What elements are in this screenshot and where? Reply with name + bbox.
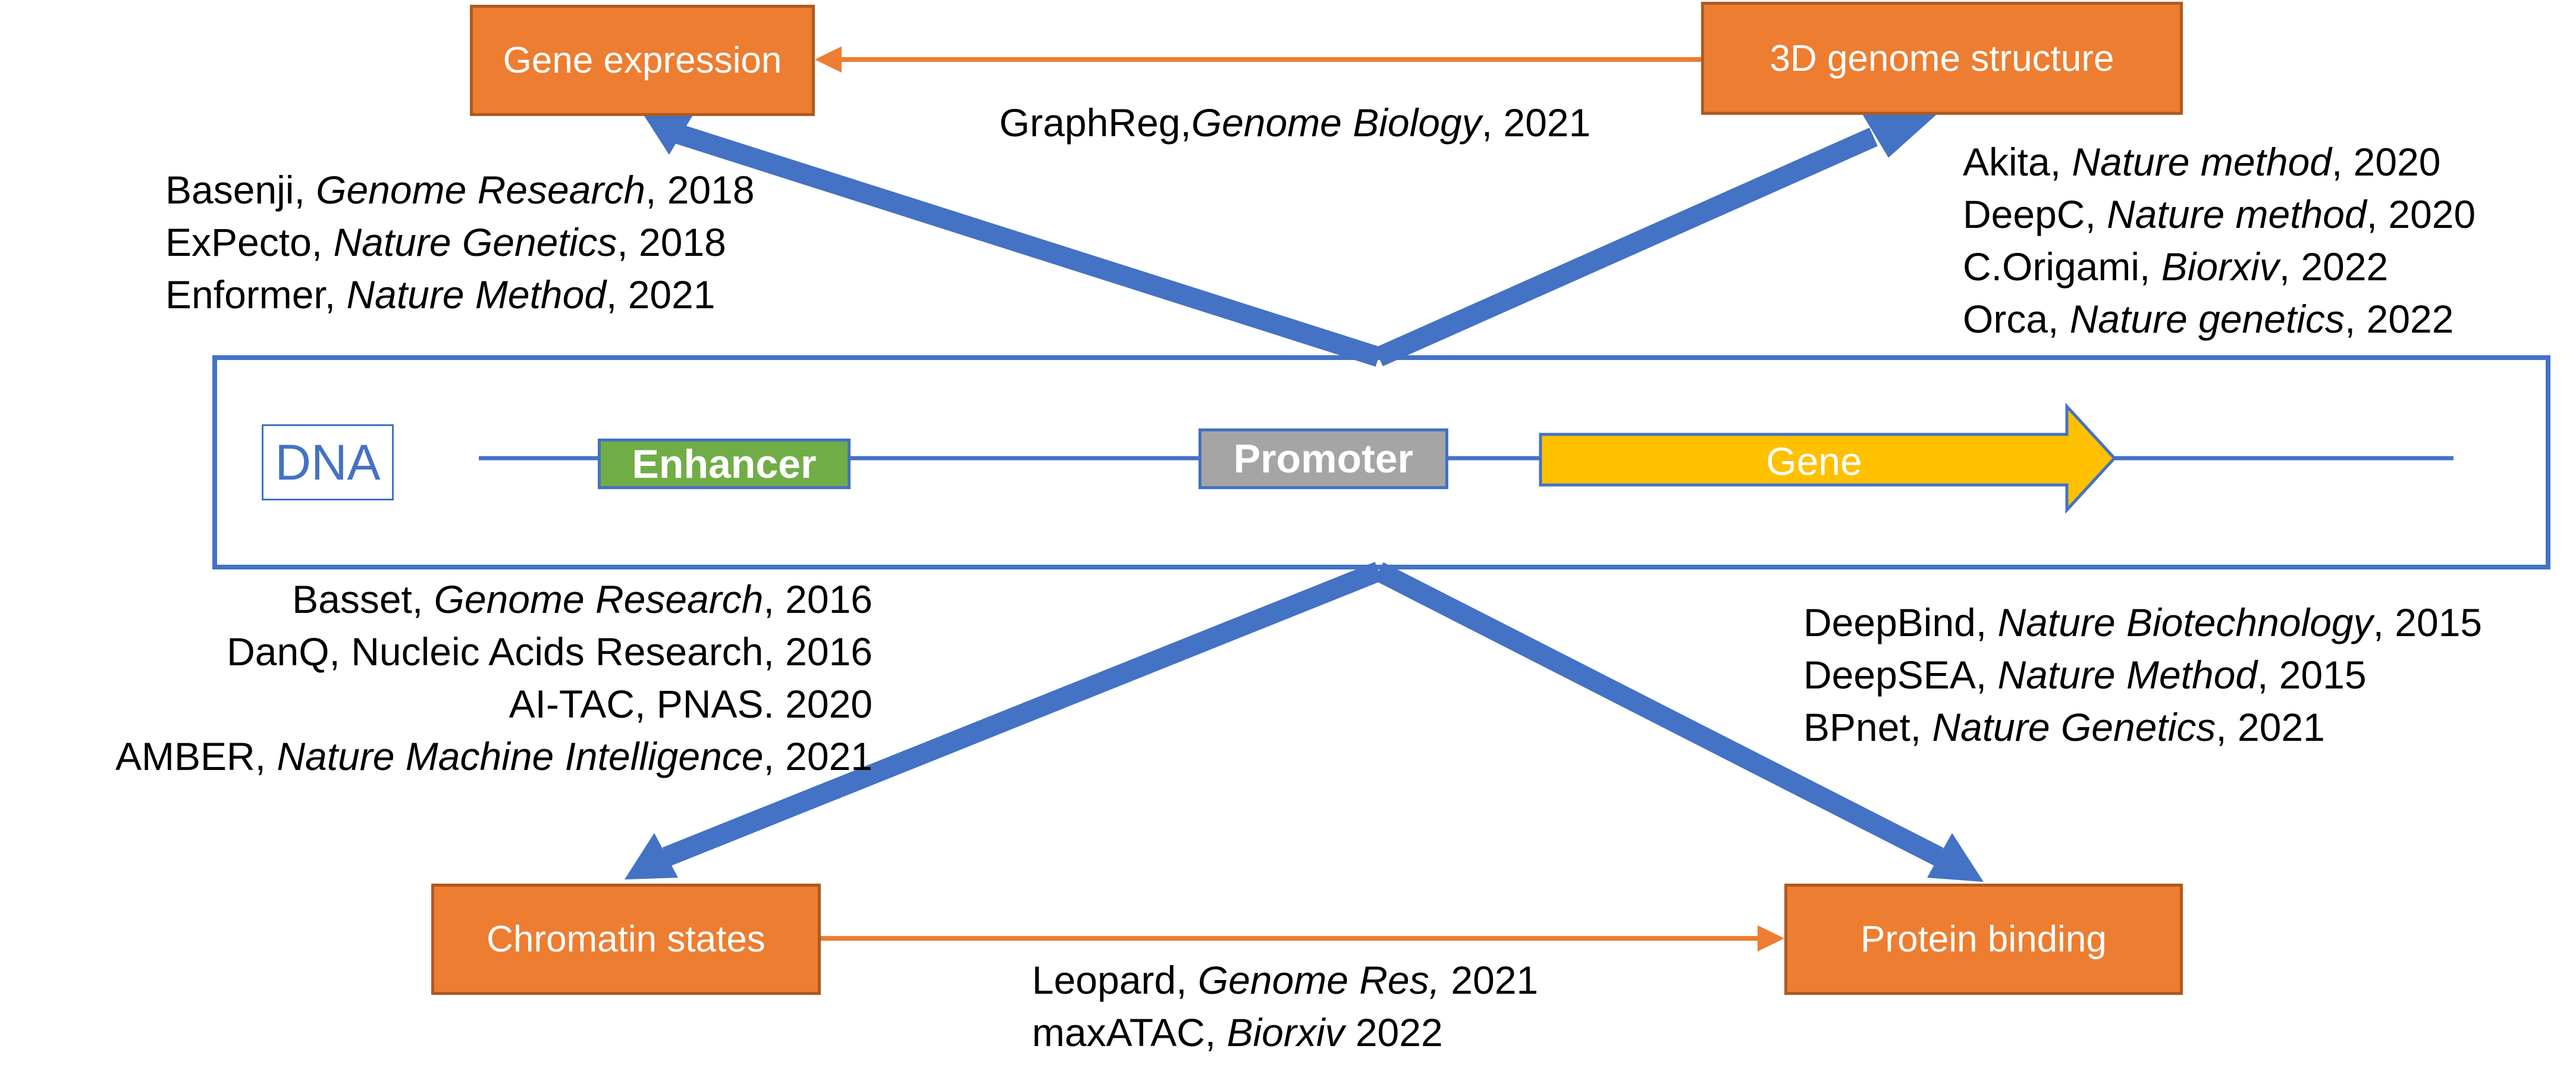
reference-line: C.Origami, Biorxiv, 2022 [1963,240,2475,293]
reference-line: GraphReg,Genome Biology, 2021 [999,96,1590,149]
arrow-to-protein [1374,562,1944,866]
dna-label: DNA [262,424,394,500]
reference-journal: Nature Machine Intelligence [277,734,764,778]
refs-graphreg: GraphReg,Genome Biology, 2021 [999,96,1590,149]
arrow-to-chromatin [662,562,1383,866]
reference-year: , 2020 [2331,140,2441,184]
reference-line: Enformer, Nature Method, 2021 [165,268,755,321]
reference-year: , 2021 [763,734,873,778]
arrow-head-3d-genome [1862,111,1940,158]
3d-genome-box: 3D genome structure [1701,2,2183,115]
reference-line: ExPecto, Nature Genetics, 2018 [165,216,755,268]
reference-model: BPnet, [1803,705,1932,749]
refs-gene-expression: Basenji, Genome Research, 2018 ExPecto, N… [165,164,755,321]
reference-journal: Biorxiv [1226,1010,1345,1054]
reference-line: Akita, Nature method, 2020 [1963,136,2475,188]
reference-journal: Nature Biotechnology [1997,600,2373,644]
reference-model: GraphReg, [999,101,1191,145]
arrow-head-3d-to-expression [815,46,842,73]
refs-chromatin: Basset, Genome Research, 2016 DanQ, Nucle… [27,573,873,782]
reference-model: ExPecto, [165,220,334,264]
reference-model: Basenji, [165,168,316,212]
reference-journal: Nature genetics [2069,297,2345,341]
dna-frame [212,355,2550,569]
reference-model: AMBER, [115,734,277,778]
reference-model: maxATAC, [1032,1010,1227,1054]
reference-line: DeepSEA, Nature Method, 2015 [1803,649,2482,701]
reference-year: , 2022 [2279,245,2389,289]
reference-model: Akita, [1963,140,2072,184]
reference-line: Orca, Nature genetics, 2022 [1963,293,2475,345]
reference-model: DeepSEA, [1803,653,1998,697]
reference-line: maxATAC, Biorxiv 2022 [1032,1006,1538,1059]
reference-year: , 2021 [606,273,716,317]
arrow-to-3d-genome [1375,127,1878,367]
reference-model: Orca, [1963,297,2070,341]
reference-line: Basset, Genome Research, 2016 [27,573,873,625]
refs-leopard: Leopard, Genome Res, 2021 maxATAC, Biorxi… [1032,954,1538,1059]
chromatin-states-box: Chromatin states [431,884,821,995]
reference-model: Basset, [292,577,434,621]
promoter-block: Promoter [1198,428,1448,489]
arrow-head-chromatin-to-protein [1758,925,1784,951]
reference-line: Leopard, Genome Res, 2021 [1032,954,1538,1006]
reference-model: Enformer, [165,273,347,317]
gene-label: Gene [1766,439,1862,483]
reference-line: DeepBind, Nature Biotechnology, 2015 [1803,596,2482,649]
reference-year: , 2021 [2216,705,2325,749]
reference-journal: Genome Research [434,577,764,621]
reference-year: , 2018 [617,220,726,264]
reference-journal: Nature method [2107,192,2367,236]
reference-line: Basenji, Genome Research, 2018 [165,164,755,216]
reference-year: , 2020 [2366,192,2476,236]
reference-model: DeepC, [1963,192,2107,236]
refs-3d-genome: Akita, Nature method, 2020 DeepC, Nature … [1963,136,2475,345]
reference-year: , 2022 [2344,297,2454,341]
reference-model: Leopard, [1032,958,1198,1002]
reference-line: DeepC, Nature method, 2020 [1963,188,2475,240]
reference-model: DanQ, Nucleic Acids Research, 2016 [227,630,873,674]
arrow-head-chromatin [625,833,678,879]
reference-year: , 2018 [645,168,755,212]
reference-journal: Nature Method [1997,653,2258,697]
reference-year: , 2015 [2373,600,2483,644]
reference-line: BPnet, Nature Genetics, 2021 [1803,701,2482,753]
reference-year: 2021 [1440,958,1539,1002]
reference-journal: Nature Genetics [333,220,617,264]
reference-journal: Nature method [2072,140,2332,184]
reference-year: , 2015 [2257,653,2367,697]
enhancer-block: Enhancer [598,439,851,489]
reference-line: AI-TAC, PNAS. 2020 [27,678,873,730]
reference-model: DeepBind, [1803,600,1998,644]
reference-year: , 2021 [1481,101,1591,145]
reference-line: AMBER, Nature Machine Intelligence, 2021 [27,730,873,782]
reference-line: DanQ, Nucleic Acids Research, 2016 [27,625,873,678]
reference-journal: Nature Method [346,273,607,317]
gene-arrow [1539,402,2117,514]
reference-journal: Genome Res, [1197,958,1441,1002]
gene-expression-box: Gene expression [470,5,815,116]
reference-journal: Nature Genetics [1932,705,2216,749]
reference-model: C.Origami, [1963,245,2161,289]
protein-binding-box: Protein binding [1784,884,2183,995]
reference-year: , 2016 [763,577,873,621]
arrow-to-gene-expression [674,124,1382,367]
arrow-head-gene-expression [642,110,696,155]
reference-year: 2022 [1344,1010,1443,1054]
arrow-head-protein [1927,833,1984,882]
refs-protein-binding: DeepBind, Nature Biotechnology, 2015 Deep… [1803,596,2482,753]
reference-journal: Biorxiv [2161,245,2279,289]
reference-journal: Genome Biology [1191,101,1482,145]
reference-model: AI-TAC, PNAS. 2020 [509,682,873,726]
reference-journal: Genome Research [316,168,646,212]
